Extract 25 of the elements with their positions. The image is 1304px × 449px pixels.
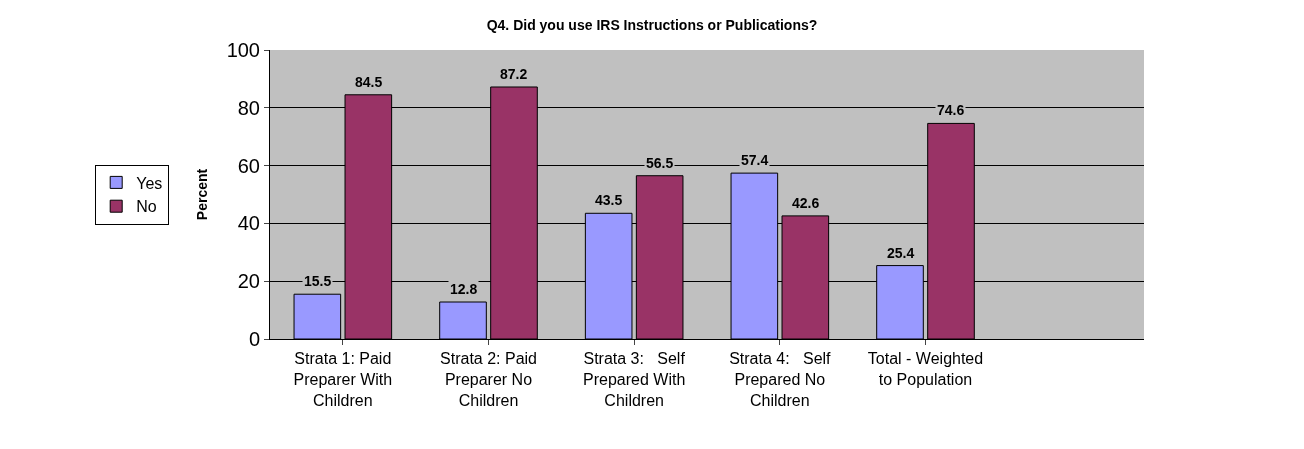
y-tick-label: 60	[237, 154, 260, 177]
data-label: 74.6	[937, 102, 965, 118]
x-tick-label: Strata 1: Paid Preparer With Children	[293, 350, 393, 409]
x-tick-label: Strata 3: Self Prepared With Children	[583, 350, 686, 409]
data-label: 87.2	[500, 66, 528, 82]
y-tick-label: 0	[248, 328, 260, 350]
x-tick-label: Strata 2: Paid Preparer No Children	[440, 350, 537, 409]
chart-title: Q4. Did you use IRS Instructions or Publications?	[486, 17, 818, 34]
data-label: 25.4	[887, 245, 915, 261]
y-axis-title: Percent	[194, 168, 211, 221]
data-label: 43.5	[595, 192, 623, 208]
x-tick-label: Strata 4: Self Prepared No Children	[729, 350, 832, 409]
y-tick-label: 80	[237, 96, 260, 119]
data-label: 57.4	[741, 152, 769, 168]
legend-label: No	[136, 198, 157, 216]
legend-label: Yes	[136, 174, 163, 192]
x-tick-label: Total - Weighted to Population	[867, 350, 984, 388]
y-tick-label: 100	[226, 39, 260, 61]
data-label: 15.5	[304, 273, 332, 289]
data-label: 42.6	[792, 195, 820, 211]
data-label: 56.5	[646, 155, 674, 171]
y-tick-label: 20	[237, 270, 260, 293]
y-tick-label: 40	[237, 212, 260, 235]
data-label: 84.5	[355, 74, 383, 90]
data-label: 12.8	[450, 281, 478, 297]
